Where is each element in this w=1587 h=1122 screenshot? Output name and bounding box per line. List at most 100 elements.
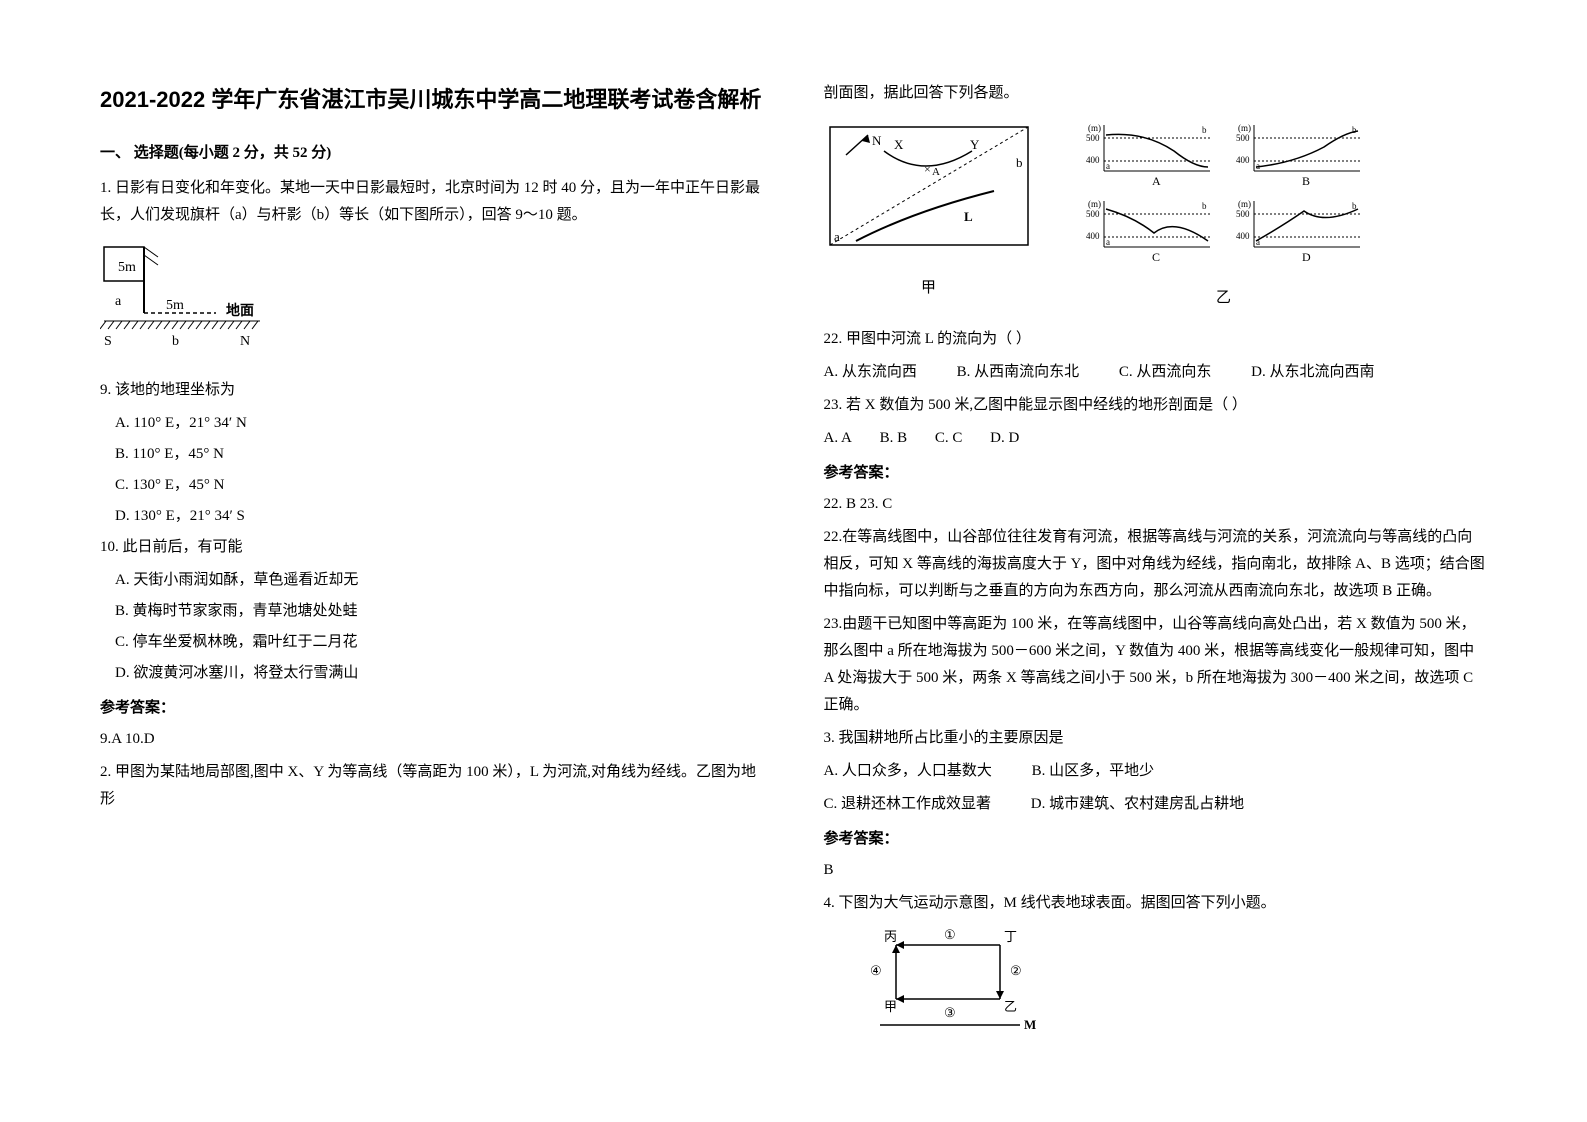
q3-opt-c: C. 退耕还林工作成效显著 xyxy=(824,796,992,812)
right-column: 剖面图，据此回答下列各题。 N X Y L xyxy=(824,80,1488,1082)
fig-yi: (m) 500 400 a b A (m) xyxy=(1084,121,1364,312)
q23-opt-b: B. B xyxy=(880,430,908,446)
q9-text: 9. 该地的地理坐标为 xyxy=(100,377,764,404)
q22-opt-c: C. 从西流向东 xyxy=(1119,364,1212,380)
svg-text:500: 500 xyxy=(1086,209,1100,219)
q2-stem: 2. 甲图为某陆地局部图,图中 X、Y 为等高线（等高距为 100 米），L 为… xyxy=(100,759,764,813)
svg-text:b: b xyxy=(1202,125,1207,135)
q2-explain22: 22.在等高线图中，山谷部位往往发育有河流，根据等高线与河流的关系，河流流向与等… xyxy=(824,524,1488,605)
svg-text:500: 500 xyxy=(1236,133,1250,143)
svg-text:500: 500 xyxy=(1236,209,1250,219)
svg-text:b: b xyxy=(1202,201,1207,211)
svg-text:④: ④ xyxy=(870,963,882,978)
q3-stem: 3. 我国耕地所占比重小的主要原因是 xyxy=(824,725,1488,752)
q3-answer: B xyxy=(824,857,1488,884)
fig-s: S xyxy=(104,334,112,349)
q4-figure: ① ② ③ ④ 丙 丁 甲 乙 M xyxy=(860,927,1488,1047)
svg-text:②: ② xyxy=(1010,963,1022,978)
q10-opt-b: B. 黄梅时节家家雨，青草池塘处处蛙 xyxy=(115,598,764,625)
page-container: 2021-2022 学年广东省湛江市吴川城东中学高二地理联考试卷含解析 一、 选… xyxy=(100,80,1487,1082)
q3-opt-b: B. 山区多，平地少 xyxy=(1032,763,1155,779)
fig-b: b xyxy=(172,334,179,349)
svg-text:a: a xyxy=(1106,161,1110,171)
flagpole-figure: 5m a 5m 地面 xyxy=(100,243,764,363)
q1-stem: 1. 日影有日变化和年变化。某地一天中日影最短时，北京时间为 12 时 40 分… xyxy=(100,175,764,229)
q10-opt-a: A. 天街小雨润如酥，草色遥看近却无 xyxy=(115,567,764,594)
svg-text:b: b xyxy=(1016,155,1023,170)
svg-text:×: × xyxy=(924,162,931,176)
q1-answer-label: 参考答案： xyxy=(100,695,764,722)
svg-text:(m): (m) xyxy=(1088,199,1101,209)
fig-a: a xyxy=(115,294,122,309)
svg-text:X: X xyxy=(894,137,904,152)
doc-title: 2021-2022 学年广东省湛江市吴川城东中学高二地理联考试卷含解析 xyxy=(100,80,764,120)
q22-opt-d: D. 从东北流向西南 xyxy=(1251,364,1374,380)
svg-text:①: ① xyxy=(944,927,956,942)
svg-text:a: a xyxy=(1256,161,1260,171)
q1-answer: 9.A 10.D xyxy=(100,726,764,753)
svg-text:Y: Y xyxy=(970,137,980,152)
q10-opt-c: C. 停车坐爱枫林晚，霜叶红于二月花 xyxy=(115,629,764,656)
svg-text:a: a xyxy=(834,229,840,244)
svg-text:丁: 丁 xyxy=(1004,929,1017,944)
svg-text:500: 500 xyxy=(1086,133,1100,143)
q9-opt-c: C. 130° E，45° N xyxy=(115,472,764,499)
svg-text:400: 400 xyxy=(1086,155,1100,165)
fig-len1: 5m xyxy=(118,260,136,275)
svg-text:B: B xyxy=(1302,174,1310,188)
q3-opt-d: D. 城市建筑、农村建房乱占耕地 xyxy=(1031,796,1244,812)
svg-text:C: C xyxy=(1152,250,1160,264)
svg-text:(m): (m) xyxy=(1088,123,1101,133)
q22-opt-a: A. 从东流向西 xyxy=(824,364,917,380)
svg-text:M: M xyxy=(1024,1017,1036,1032)
q23-opts: A. A B. B C. C D. D xyxy=(824,425,1488,452)
q23-opt-c: C. C xyxy=(935,430,963,446)
fig-ground: 地面 xyxy=(226,302,254,319)
svg-text:A: A xyxy=(1152,174,1161,188)
q9-opt-d: D. 130° E，21° 34′ S xyxy=(115,503,764,530)
q3-opts-row2: C. 退耕还林工作成效显著 D. 城市建筑、农村建房乱占耕地 xyxy=(824,791,1488,818)
q2-answer-label: 参考答案： xyxy=(824,460,1488,487)
svg-text:400: 400 xyxy=(1086,231,1100,241)
fig-yi-caption: 乙 xyxy=(1084,285,1364,312)
svg-text:(m): (m) xyxy=(1238,199,1251,209)
q2-answer: 22. B 23. C xyxy=(824,491,1488,518)
fig-jia: N X Y L × A a b 甲 xyxy=(824,121,1034,302)
q4-stem: 4. 下图为大气运动示意图，M 线代表地球表面。据图回答下列小题。 xyxy=(824,890,1488,917)
q9-opt-b: B. 110° E，45° N xyxy=(115,441,764,468)
svg-text:L: L xyxy=(964,209,973,224)
q23-text: 23. 若 X 数值为 500 米,乙图中能显示图中经线的地形剖面是（ ） xyxy=(824,392,1488,419)
q22-text: 22. 甲图中河流 L 的流向为（ ） xyxy=(824,326,1488,353)
svg-text:(m): (m) xyxy=(1238,123,1251,133)
svg-text:A: A xyxy=(932,166,940,178)
q9-opt-a: A. 110° E，21° 34′ N xyxy=(115,410,764,437)
q3-opts-row1: A. 人口众多，人口基数大 B. 山区多，平地少 xyxy=(824,758,1488,785)
fig-n: N xyxy=(240,334,250,349)
q2-stem-cont: 剖面图，据此回答下列各题。 xyxy=(824,80,1488,107)
svg-text:b: b xyxy=(1352,125,1357,135)
svg-text:b: b xyxy=(1352,201,1357,211)
svg-text:D: D xyxy=(1302,250,1311,264)
q10-opt-d: D. 欲渡黄河冰塞川，将登太行雪满山 xyxy=(115,660,764,687)
svg-text:a: a xyxy=(1256,237,1260,247)
svg-text:丙: 丙 xyxy=(884,929,897,944)
svg-text:N: N xyxy=(872,133,882,148)
svg-text:③: ③ xyxy=(944,1005,956,1020)
q2-explain23: 23.由题干已知图中等高距为 100 米，在等高线图中，山谷等高线向高处凸出，若… xyxy=(824,611,1488,719)
svg-text:甲: 甲 xyxy=(884,999,897,1014)
svg-text:400: 400 xyxy=(1236,155,1250,165)
q23-opt-a: A. A xyxy=(824,430,852,446)
q3-opt-a: A. 人口众多，人口基数大 xyxy=(824,763,992,779)
q2-figure-row: N X Y L × A a b 甲 xyxy=(824,121,1488,312)
svg-text:a: a xyxy=(1106,237,1110,247)
q22-opt-b: B. 从西南流向东北 xyxy=(957,364,1080,380)
q3-answer-label: 参考答案： xyxy=(824,826,1488,853)
q23-opt-d: D. D xyxy=(990,430,1019,446)
svg-text:400: 400 xyxy=(1236,231,1250,241)
left-column: 2021-2022 学年广东省湛江市吴川城东中学高二地理联考试卷含解析 一、 选… xyxy=(100,80,764,1082)
q22-opts: A. 从东流向西 B. 从西南流向东北 C. 从西流向东 D. 从东北流向西南 xyxy=(824,359,1488,386)
section-1-heading: 一、 选择题(每小题 2 分，共 52 分) xyxy=(100,140,764,167)
fig-len2: 5m xyxy=(166,298,184,313)
fig-jia-caption: 甲 xyxy=(824,275,1034,302)
q10-text: 10. 此日前后，有可能 xyxy=(100,534,764,561)
